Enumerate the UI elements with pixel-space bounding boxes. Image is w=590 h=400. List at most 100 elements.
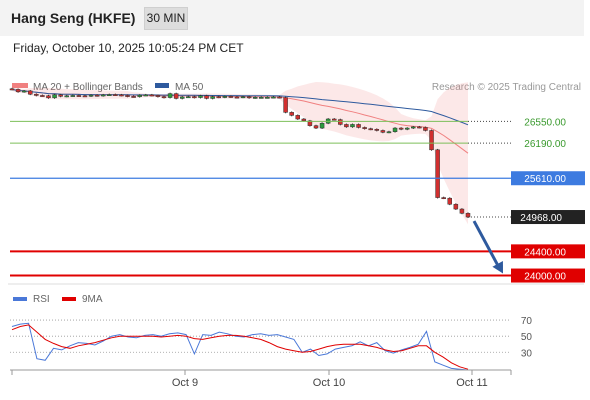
support-label-5: 24000.00 bbox=[524, 272, 566, 283]
interval-button[interactable]: 30 MIN bbox=[144, 7, 188, 30]
legend-swatch-rsi bbox=[13, 297, 27, 301]
candle-body bbox=[435, 149, 440, 198]
candle-body bbox=[137, 94, 142, 97]
legend-label-ma20: MA 20 + Bollinger Bands bbox=[33, 82, 143, 93]
rsi-ma-line bbox=[11, 324, 469, 370]
candle-body bbox=[459, 208, 465, 214]
timestamp: Friday, October 10, 2025 10:05:24 PM CET bbox=[13, 41, 244, 55]
candle-body bbox=[27, 90, 33, 95]
forecast-arrow-shaft bbox=[472, 220, 501, 269]
candle-body bbox=[295, 115, 301, 120]
candle-body bbox=[155, 95, 161, 97]
candle-body bbox=[265, 96, 270, 99]
candle-body bbox=[186, 96, 191, 99]
candle-body bbox=[362, 127, 367, 129]
candle-body bbox=[465, 213, 471, 218]
candle-body bbox=[82, 95, 88, 98]
legend-label-rsi: RSI bbox=[33, 294, 50, 305]
candle-body bbox=[125, 95, 130, 97]
ma50-line bbox=[11, 88, 469, 126]
x-tick-label: Oct 10 bbox=[313, 377, 345, 389]
support-tag-4 bbox=[511, 244, 585, 259]
candle-body bbox=[9, 88, 15, 91]
candle-body bbox=[21, 90, 27, 93]
candle-body bbox=[222, 96, 228, 98]
candle-body bbox=[167, 93, 173, 98]
candle-body bbox=[107, 94, 112, 96]
candle-body bbox=[15, 89, 21, 93]
x-tick-label: Oct 9 bbox=[172, 377, 198, 389]
last-price-tag bbox=[511, 210, 585, 225]
candle-body bbox=[441, 197, 446, 200]
candle-body bbox=[216, 96, 221, 99]
candle-body bbox=[331, 118, 337, 121]
instrument-title: Hang Seng (HKFE) bbox=[11, 10, 136, 26]
candle-body bbox=[119, 94, 124, 97]
candle-body bbox=[143, 94, 149, 97]
credit-text: Research © 2025 Trading Central bbox=[432, 82, 581, 93]
legend-swatch-ma50 bbox=[155, 83, 169, 88]
candle-body bbox=[252, 96, 258, 99]
candle-body bbox=[161, 96, 167, 99]
rsi-line bbox=[11, 322, 469, 371]
resistance-label-0: 26550.00 bbox=[524, 117, 566, 128]
candle-body bbox=[70, 95, 76, 97]
candle-body bbox=[338, 119, 343, 125]
candle-body bbox=[131, 96, 136, 98]
bollinger-band bbox=[12, 82, 468, 225]
candle-body bbox=[301, 118, 307, 122]
candle-body bbox=[46, 95, 51, 99]
last-price-label: 24968.00 bbox=[520, 213, 562, 224]
candle-body bbox=[319, 122, 325, 129]
candle-body bbox=[76, 95, 82, 97]
candle-body bbox=[380, 130, 386, 133]
candle-body bbox=[350, 124, 355, 128]
support-tag-5 bbox=[511, 268, 585, 283]
candle-body bbox=[411, 126, 416, 129]
legend-swatch-ma20 bbox=[12, 83, 28, 88]
candle-body bbox=[386, 131, 392, 134]
candle-body bbox=[64, 95, 69, 98]
candle-body bbox=[179, 96, 185, 99]
candle-body bbox=[58, 94, 63, 97]
x-tick-label: Oct 11 bbox=[456, 377, 488, 389]
candle-body bbox=[240, 96, 246, 99]
support-label-4: 24400.00 bbox=[524, 247, 566, 258]
candle-body bbox=[228, 96, 234, 98]
candle-body bbox=[374, 129, 380, 131]
candle-body bbox=[423, 127, 428, 131]
candle-body bbox=[429, 130, 434, 151]
candle-body bbox=[40, 95, 45, 97]
candle-body bbox=[392, 127, 398, 132]
candle-body bbox=[192, 96, 197, 99]
candle-body bbox=[356, 124, 361, 128]
pivot-tag bbox=[511, 171, 585, 186]
candle-body bbox=[100, 94, 106, 97]
header-bar: Hang Seng (HKFE) 30 MIN bbox=[0, 0, 584, 36]
candle-body bbox=[417, 126, 422, 129]
candle-body bbox=[234, 96, 240, 99]
rsi-level-label: 70 bbox=[521, 316, 533, 327]
candle-body bbox=[283, 97, 288, 113]
rsi-level-label: 50 bbox=[521, 332, 533, 343]
candle-body bbox=[88, 94, 94, 97]
candle-body bbox=[447, 197, 453, 205]
rsi-level-label: 30 bbox=[521, 348, 533, 359]
candle-body bbox=[289, 112, 294, 116]
pivot-label: 25610.00 bbox=[524, 174, 566, 185]
candle-body bbox=[453, 203, 459, 210]
candle-body bbox=[52, 94, 57, 99]
resistance-label-1: 26190.00 bbox=[524, 139, 566, 150]
candle-body bbox=[398, 127, 404, 130]
candle-body bbox=[149, 94, 155, 97]
candle-body bbox=[404, 127, 410, 130]
candle-body bbox=[368, 128, 373, 131]
candle-body bbox=[307, 120, 313, 126]
candle-body bbox=[210, 96, 215, 99]
candle-body bbox=[313, 125, 319, 129]
legend-label-ma50: MA 50 bbox=[175, 82, 204, 93]
legend-swatch-9ma bbox=[62, 297, 76, 301]
candle-body bbox=[113, 94, 118, 96]
candle-body bbox=[271, 96, 276, 99]
